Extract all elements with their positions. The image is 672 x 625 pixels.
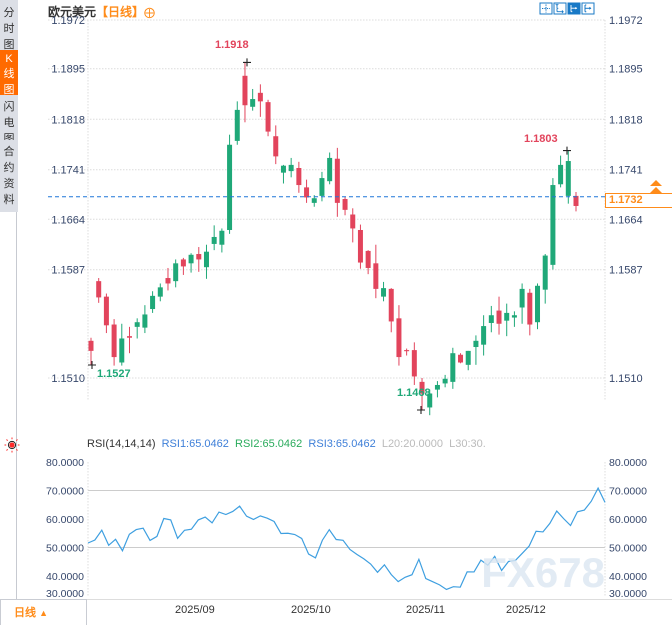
svg-text:1.1587: 1.1587 (51, 265, 85, 277)
svg-text:1.1895: 1.1895 (51, 64, 85, 76)
svg-text:1.1918: 1.1918 (215, 39, 249, 51)
svg-text:FX678: FX678 (481, 549, 605, 596)
svg-text:1.1664: 1.1664 (609, 214, 643, 226)
svg-text:1.1972: 1.1972 (609, 15, 643, 27)
svg-text:1.1895: 1.1895 (609, 64, 643, 76)
svg-text:1.1803: 1.1803 (524, 133, 558, 145)
svg-text:1.1587: 1.1587 (609, 265, 643, 277)
svg-text:80.0000: 80.0000 (609, 457, 647, 469)
svg-text:40.0000: 40.0000 (609, 571, 647, 583)
svg-text:60.0000: 60.0000 (46, 514, 84, 526)
svg-text:80.0000: 80.0000 (46, 457, 84, 469)
svg-text:50.0000: 50.0000 (609, 543, 647, 555)
svg-text:1.1741: 1.1741 (51, 165, 85, 177)
svg-text:1.1468: 1.1468 (397, 387, 431, 399)
svg-text:70.0000: 70.0000 (609, 486, 647, 498)
svg-text:1.1510: 1.1510 (609, 373, 643, 385)
svg-text:1.1527: 1.1527 (97, 368, 131, 380)
svg-text:1.1510: 1.1510 (51, 373, 85, 385)
svg-text:50.0000: 50.0000 (46, 543, 84, 555)
svg-text:60.0000: 60.0000 (609, 514, 647, 526)
svg-text:40.0000: 40.0000 (46, 571, 84, 583)
svg-text:1.1818: 1.1818 (609, 114, 643, 126)
svg-text:70.0000: 70.0000 (46, 486, 84, 498)
svg-text:1.1818: 1.1818 (51, 114, 85, 126)
svg-text:1.1972: 1.1972 (51, 15, 85, 27)
svg-text:1.1741: 1.1741 (609, 165, 643, 177)
svg-text:1.1664: 1.1664 (51, 214, 85, 226)
